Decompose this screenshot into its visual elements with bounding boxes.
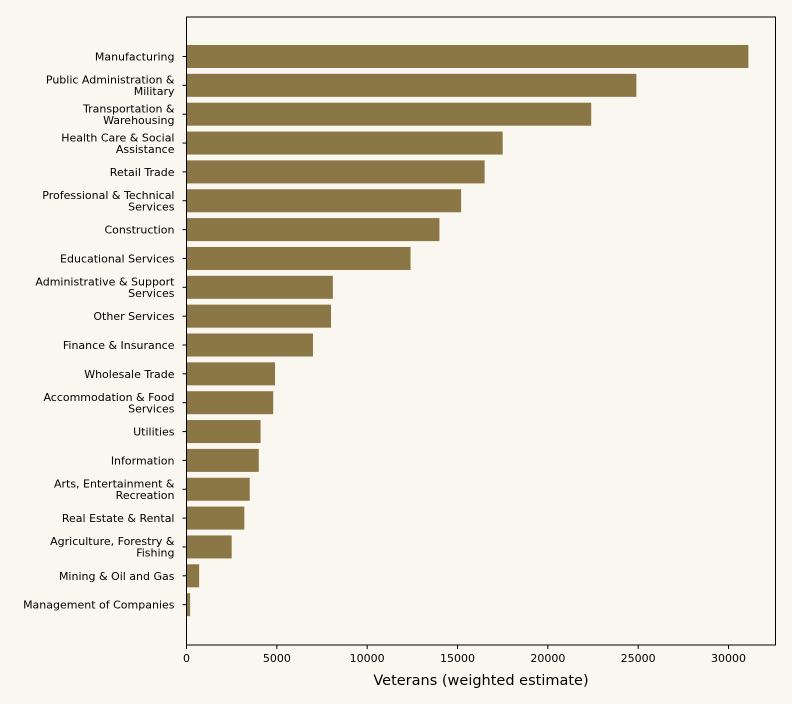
bar	[186, 391, 274, 415]
y-tick-label: Health Care & Social Assistance	[61, 131, 175, 156]
bar	[186, 102, 592, 126]
bar	[186, 420, 261, 444]
bar	[186, 593, 191, 617]
y-tick-label: Manufacturing	[95, 51, 175, 64]
y-tick-label: Management of Companies	[23, 599, 175, 612]
y-tick-label: Finance & Insurance	[63, 339, 175, 352]
x-axis-ticks: 0 5000 10000 15000 20000 25000 30000	[183, 645, 746, 665]
y-tick-label: Utilities	[133, 426, 175, 439]
x-tick-label: 20000	[530, 652, 565, 665]
x-tick-label: 0	[183, 652, 190, 665]
x-tick-label: 15000	[440, 652, 475, 665]
x-tick-label: 5000	[263, 652, 291, 665]
y-tick-label: Administrative & Support Services	[35, 276, 175, 301]
y-tick-label: Retail Trade	[110, 166, 175, 179]
x-axis-title: Veterans (weighted estimate)	[373, 673, 588, 689]
bar	[186, 304, 332, 328]
y-tick-label: Public Administration & Military	[46, 74, 175, 99]
bar	[186, 218, 440, 242]
y-tick-label: Mining & Oil and Gas	[59, 570, 175, 583]
bar	[186, 131, 503, 155]
bar	[186, 73, 637, 97]
bar	[186, 160, 485, 184]
bar	[186, 448, 259, 472]
y-tick-label: Wholesale Trade	[84, 368, 175, 381]
bar	[186, 477, 250, 501]
bar	[186, 506, 245, 530]
bars-group	[186, 45, 749, 617]
bar	[186, 275, 333, 299]
y-tick-label: Agriculture, Forestry & Fishing	[50, 535, 175, 560]
bar	[186, 45, 749, 68]
x-tick-label: 25000	[621, 652, 656, 665]
bar	[186, 535, 232, 559]
bar	[186, 564, 200, 588]
bar	[186, 246, 411, 270]
y-tick-label: Professional & Technical Services	[42, 189, 174, 214]
plot-frame	[186, 16, 776, 646]
y-tick-label: Construction	[104, 224, 174, 237]
x-tick-label: 30000	[711, 652, 746, 665]
bar	[186, 189, 462, 213]
y-tick-label: Accommodation & Food Services	[43, 391, 174, 416]
y-tick-label: Educational Services	[60, 252, 175, 265]
y-tick-label: Information	[111, 454, 175, 467]
y-tick-label: Real Estate & Rental	[62, 512, 175, 525]
y-tick-label: Arts, Entertainment & Recreation	[54, 478, 175, 503]
bar	[186, 362, 276, 386]
y-axis-ticks: Manufacturing Public Administration & Mili…	[23, 51, 187, 612]
y-tick-label: Transportation & Warehousing	[82, 102, 175, 127]
bar	[186, 333, 313, 357]
x-tick-label: 10000	[350, 652, 385, 665]
y-tick-label: Other Services	[93, 310, 174, 323]
